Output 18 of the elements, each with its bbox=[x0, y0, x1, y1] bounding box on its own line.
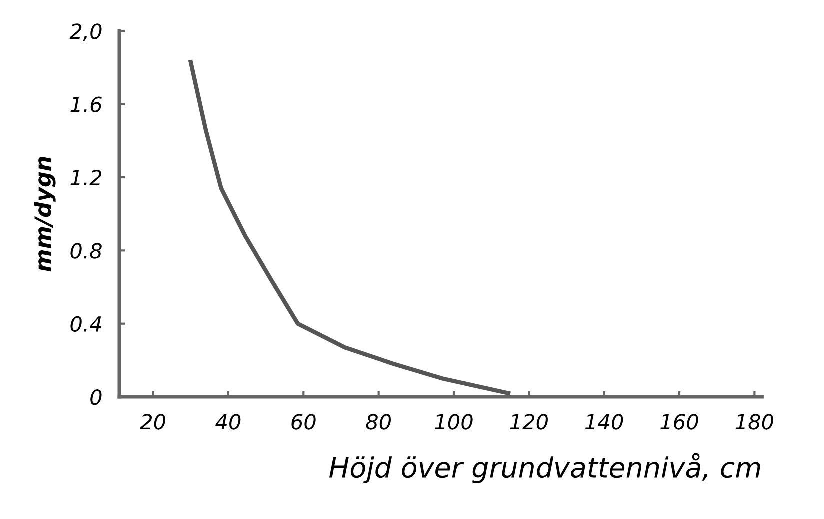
x-axis-title: Höjd över grundvattennivå, cm bbox=[329, 453, 760, 484]
x-tick-label: 60 bbox=[292, 414, 316, 430]
line-series bbox=[188, 60, 511, 396]
y-tick-label: 2,0 bbox=[70, 24, 102, 42]
y-tick-label: 1.2 bbox=[70, 170, 102, 186]
y-tick-label: 0.8 bbox=[70, 243, 102, 259]
y-tick-label: 0 bbox=[90, 389, 102, 406]
y-axis-title: mm/dygn bbox=[34, 157, 56, 272]
x-tick-label: 120 bbox=[510, 414, 548, 430]
x-tick-label: 160 bbox=[660, 414, 698, 430]
x-tick-label: 20 bbox=[140, 414, 166, 430]
x-tick-label: 100 bbox=[435, 414, 473, 430]
x-tick-label: 80 bbox=[366, 414, 392, 430]
y-tick-label: 0.4 bbox=[70, 316, 102, 332]
x-tick-label: 40 bbox=[216, 414, 241, 430]
x-tick-label: 180 bbox=[736, 414, 774, 430]
x-tick-label: 140 bbox=[585, 414, 624, 430]
y-tick-label: 1.6 bbox=[70, 96, 102, 113]
